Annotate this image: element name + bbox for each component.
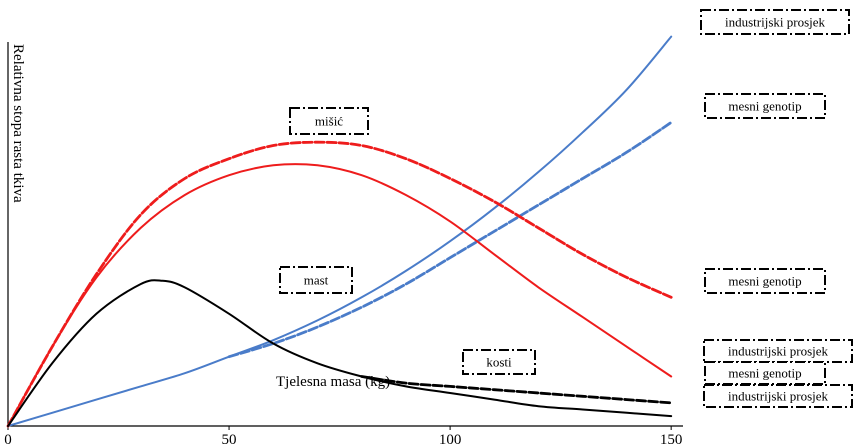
annotation-label: mesni genotip [728, 366, 801, 381]
annotation-label: industrijski prosjek [728, 389, 829, 404]
series-line-kosti-mesni-genotip [227, 121, 673, 359]
series-line-mišić-industrijski-prosjek [7, 163, 673, 427]
annotation-label: industrijski prosjek [728, 344, 829, 359]
annotation-box: mišić [289, 107, 369, 135]
x-tick-label: 50 [222, 432, 237, 448]
x-tick-label: 0 [4, 432, 12, 448]
annotation-frame [700, 9, 850, 35]
x-tick-label: 100 [439, 432, 462, 448]
series-line-mast-mesni-genotip [360, 375, 673, 405]
annotation-label: industrijski prosjek [725, 15, 826, 30]
annotation-box: mesni genotip [704, 361, 826, 385]
annotation-frame [279, 266, 353, 294]
series-line-mast-industrijski-prosjek [7, 279, 673, 427]
annotation-box: mast [279, 266, 353, 294]
annotation-frame [289, 107, 369, 135]
x-tick-label: 150 [660, 432, 683, 448]
annotation-label: mast [304, 273, 329, 288]
annotation-frame [704, 268, 826, 294]
annotation-label: mišić [315, 114, 343, 129]
annotation-box: industrijski prosjek [703, 384, 853, 408]
annotation-frame [704, 93, 826, 119]
x-axis-title: Tjelesna masa (kg) [276, 374, 390, 390]
axes: 0 50 100 150 [4, 42, 683, 448]
annotation-box: industrijski prosjek [703, 339, 853, 363]
annotation-frame [703, 384, 853, 408]
annotation-label: kosti [486, 355, 512, 370]
annotation-box: industrijski prosjek [700, 9, 850, 35]
annotation-label: mesni genotip [728, 99, 801, 114]
annotation-box: mesni genotip [704, 268, 826, 294]
annotation-label: mesni genotip [728, 274, 801, 289]
series-line-kosti-industrijski-prosjek [7, 35, 673, 427]
annotation-frame [462, 349, 536, 375]
annotation-layer: mišić mast kosti industrijski prosjek mesni … [279, 9, 853, 408]
series-line-mišić-mesni-genotip [6, 140, 673, 428]
annotation-box: mesni genotip [704, 93, 826, 119]
series-layer [6, 35, 673, 428]
y-axis-title: Relativna stopa rasta tkiva [10, 44, 26, 203]
annotation-box: kosti [462, 349, 536, 375]
